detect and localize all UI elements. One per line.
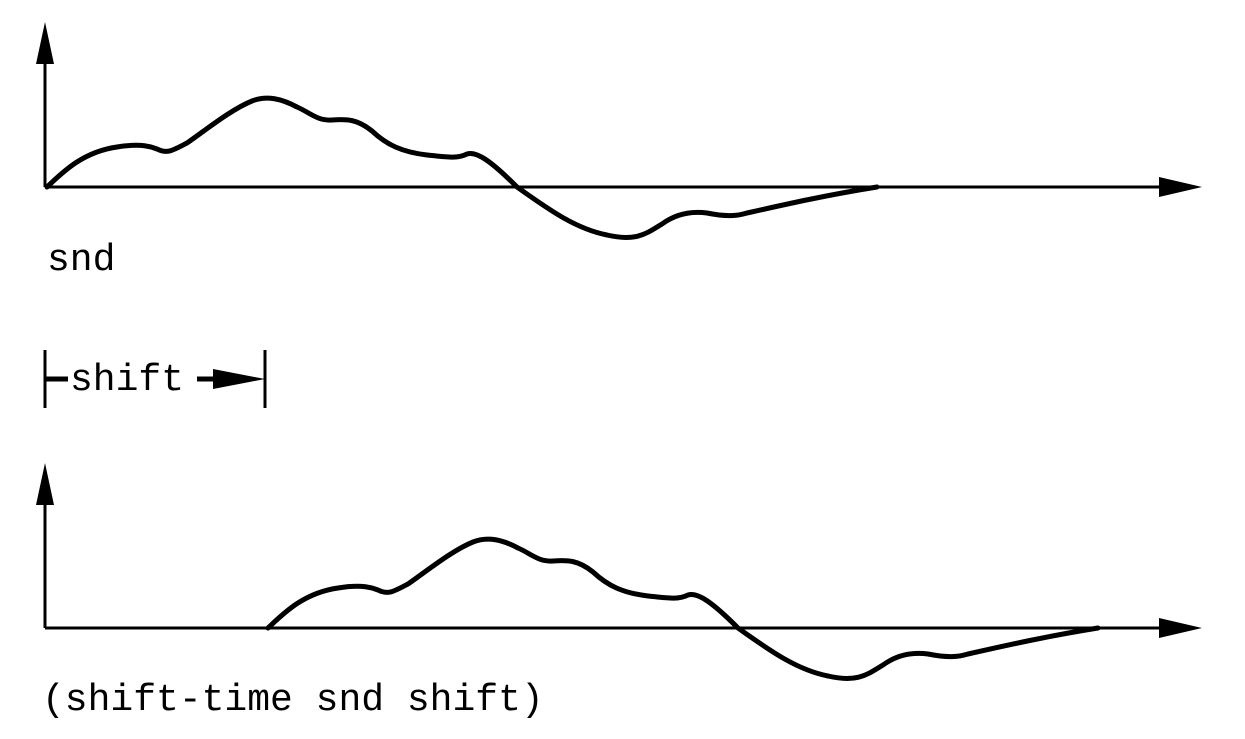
- shift-arrow-icon: [213, 369, 265, 389]
- shift-indicator: shift: [43, 350, 267, 408]
- top-signal-label: snd: [47, 239, 115, 282]
- top-axes: [43, 46, 1164, 189]
- bottom-y-arrow-icon: [36, 463, 54, 505]
- top-waveform: [47, 98, 877, 237]
- top-y-arrow-icon: [36, 22, 54, 64]
- bottom-axes: [43, 490, 1164, 630]
- bottom-x-arrow-icon: [1159, 618, 1202, 638]
- shift-label: shift: [70, 359, 184, 402]
- top-x-arrow-icon: [1159, 177, 1202, 197]
- bottom-shifted-waveform: [268, 539, 1098, 678]
- bottom-expression-label: (shift-time snd shift): [42, 679, 544, 722]
